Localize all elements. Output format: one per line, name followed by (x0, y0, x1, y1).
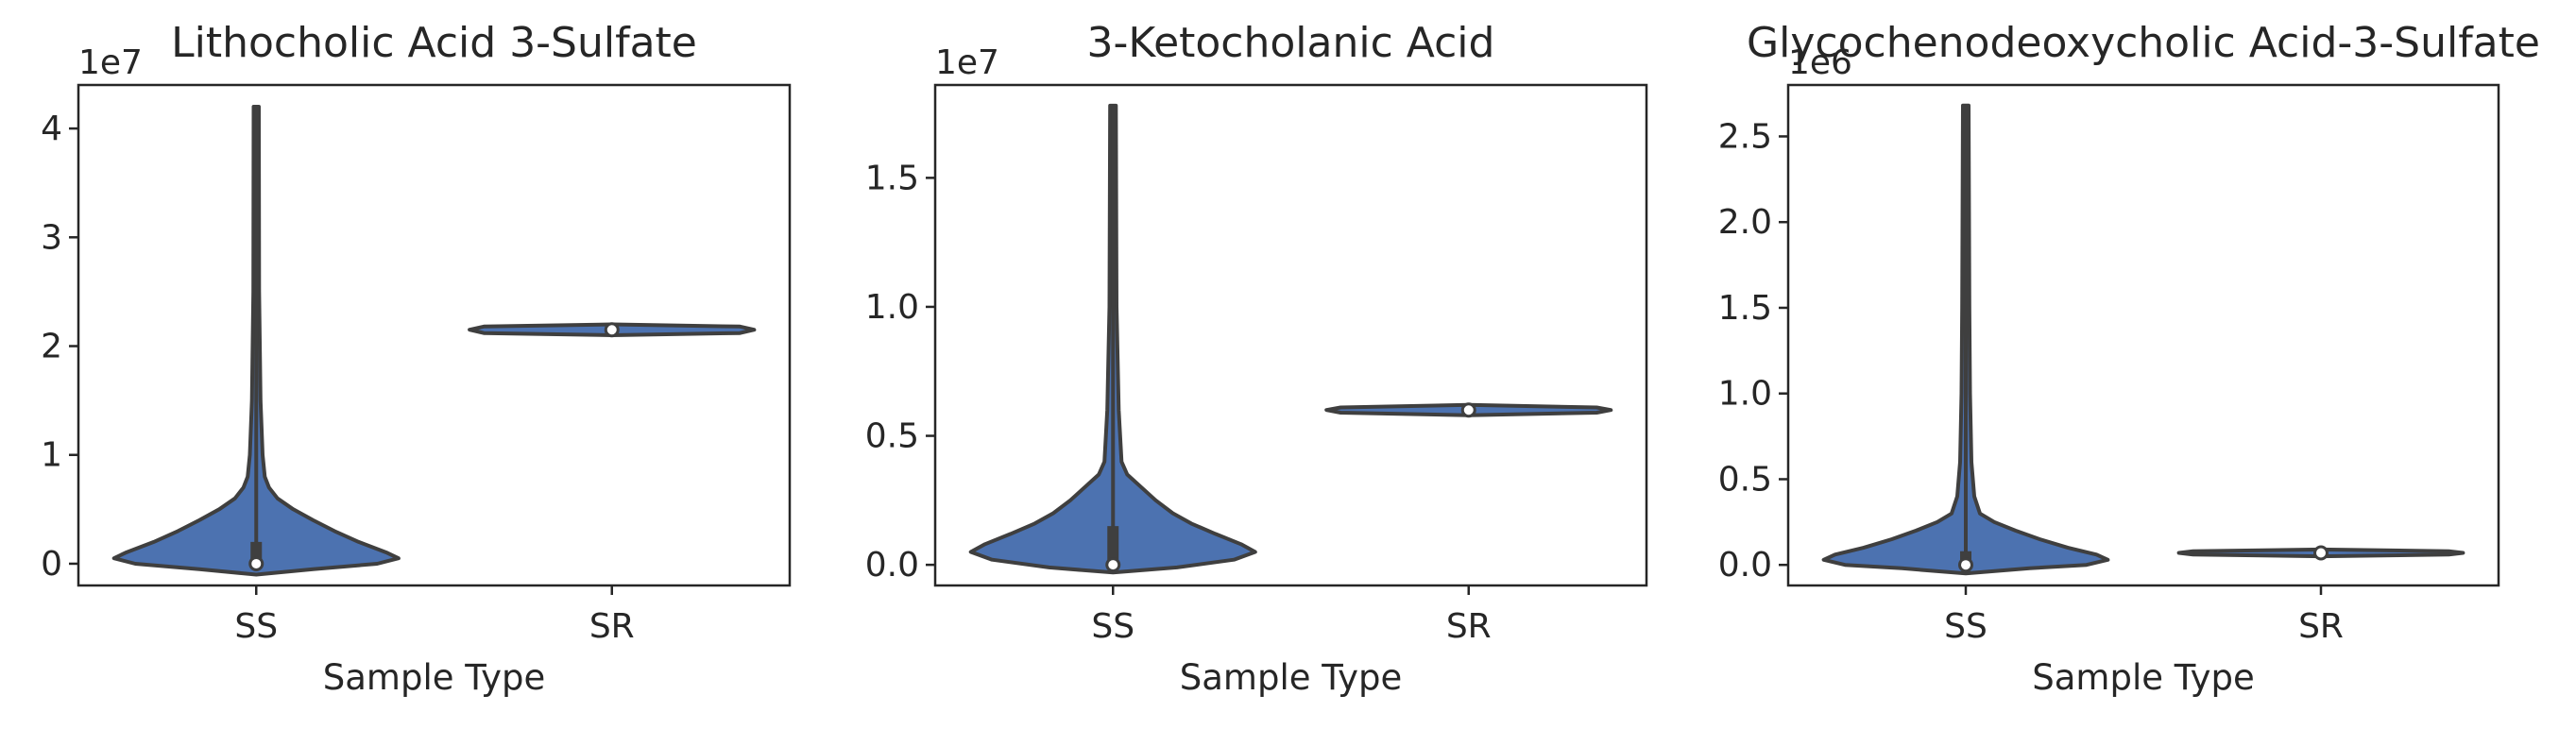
y-tick-label: 2 (41, 328, 62, 366)
x-tick-label: SS (234, 607, 278, 646)
chart-title: 3-Ketocholanic Acid (1087, 19, 1495, 67)
plot-frame (933, 83, 1648, 587)
y-tick-label: 1 (41, 436, 62, 475)
chart-title: Glycochenodeoxycholic Acid-3-Sulfate (1747, 19, 2540, 67)
chart-title: Lithocholic Acid 3-Sulfate (171, 19, 697, 67)
y-tick-label: 0.0 (1718, 546, 1772, 585)
y-tick-label: 2.5 (1718, 117, 1772, 156)
plot-frame (1786, 83, 2500, 587)
violin-median-sr (604, 322, 620, 338)
y-tick-label: 1.5 (865, 159, 919, 197)
y-tick-label: 1.5 (1718, 289, 1772, 328)
violin-median-sr (2313, 545, 2329, 561)
x-tick-label: SS (1091, 607, 1134, 646)
x-tick-label: SR (589, 607, 635, 646)
y-offset-label: 1e7 (935, 43, 999, 82)
x-tick-label: SR (2298, 607, 2344, 646)
violin-median-sr (1460, 402, 1476, 418)
violin-median-ss (1105, 557, 1121, 573)
y-offset-label: 1e7 (78, 43, 143, 82)
violin-median-ss (248, 555, 264, 571)
y-tick-label: 3 (41, 218, 62, 257)
violin-median-ss (1958, 557, 1973, 573)
x-tick-label: SR (1446, 607, 1492, 646)
y-tick-label: 1.0 (865, 288, 919, 327)
chart-panel-2: 0.0 0.5 1.0 1.5 SS SR Sample Type 1e7 3-Ketochol… (865, 19, 1648, 698)
x-tick-label: SS (1944, 607, 1987, 646)
y-tick-label: 0.5 (1718, 460, 1772, 499)
y-tick-label: 0 (41, 545, 62, 584)
plot-frame (77, 83, 792, 587)
y-tick-label: 0.0 (865, 546, 919, 585)
chart-panel-1: 0 1 2 3 4 SS SR Sample Type 1e7 Lithocholic Acid … (41, 19, 792, 698)
y-offset-label: 1e6 (1788, 43, 1852, 82)
y-tick-label: 2.0 (1718, 203, 1772, 242)
y-tick-label: 0.5 (865, 417, 919, 456)
x-axis-label: Sample Type (323, 657, 545, 698)
x-axis-label: Sample Type (1180, 657, 1402, 698)
y-tick-label: 1.0 (1718, 375, 1772, 414)
y-tick-label: 4 (41, 110, 62, 148)
chart-panel-3: 0.0 0.5 1.0 1.5 2.0 2.5 SS SR Sample Type 1e6Glyc… (1718, 19, 2540, 698)
x-axis-label: Sample Type (2032, 657, 2254, 698)
